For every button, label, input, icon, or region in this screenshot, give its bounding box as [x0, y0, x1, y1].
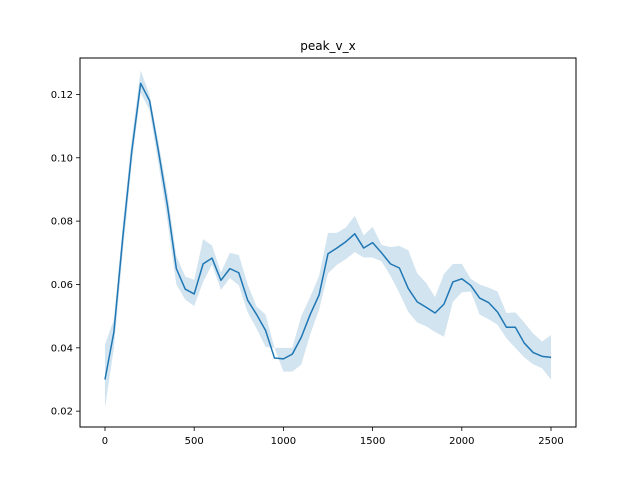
y-tick-label: 0.02 [51, 407, 73, 418]
y-tick-label: 0.08 [51, 217, 73, 228]
x-tick-label: 1000 [271, 436, 296, 447]
y-axis: 0.02 0.04 0.06 0.08 0.10 0.12 [51, 90, 80, 418]
y-tick-label: 0.12 [51, 90, 73, 101]
y-tick-label: 0.06 [51, 280, 73, 291]
x-tick-label: 1500 [360, 436, 385, 447]
x-tick-label: 2500 [538, 436, 563, 447]
chart-title: peak_v_x [300, 39, 356, 53]
y-tick-label: 0.04 [51, 343, 73, 354]
x-tick-label: 500 [185, 436, 204, 447]
y-tick-label: 0.10 [51, 153, 73, 164]
x-tick-label: 0 [102, 436, 108, 447]
x-tick-label: 2000 [449, 436, 474, 447]
x-axis: 0 500 1000 1500 2000 2500 [102, 427, 564, 447]
